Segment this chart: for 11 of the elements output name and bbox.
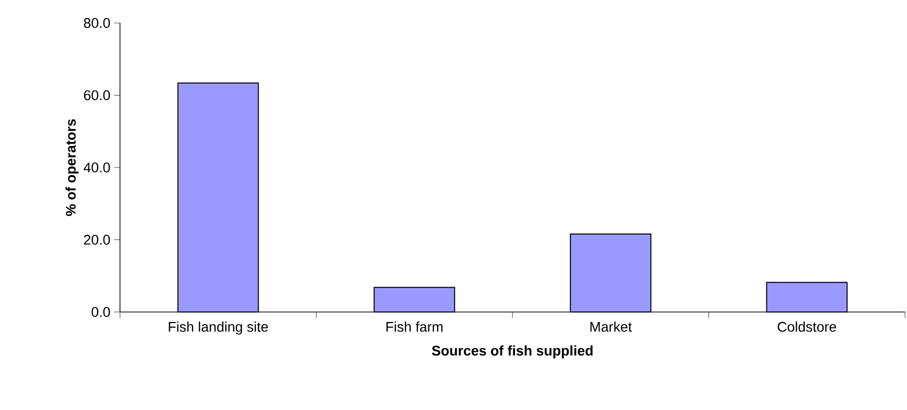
- x-tick-label: Coldstore: [778, 322, 836, 332]
- x-tick-label: Market: [590, 322, 632, 332]
- y-tick-label: 40.0: [84, 162, 110, 172]
- y-axis-title: % of operators: [65, 119, 78, 216]
- y-tick-label: 20.0: [84, 234, 110, 245]
- x-tick-label: Fish landing site: [168, 322, 268, 335]
- y-tick-label: 0.0: [92, 307, 110, 317]
- x-axis-title: Sources of fish supplied: [432, 345, 593, 358]
- y-tick-label: 80.0: [84, 18, 110, 28]
- x-tick-label: Fish farm: [386, 322, 443, 332]
- y-tick-label: 60.0: [84, 90, 110, 100]
